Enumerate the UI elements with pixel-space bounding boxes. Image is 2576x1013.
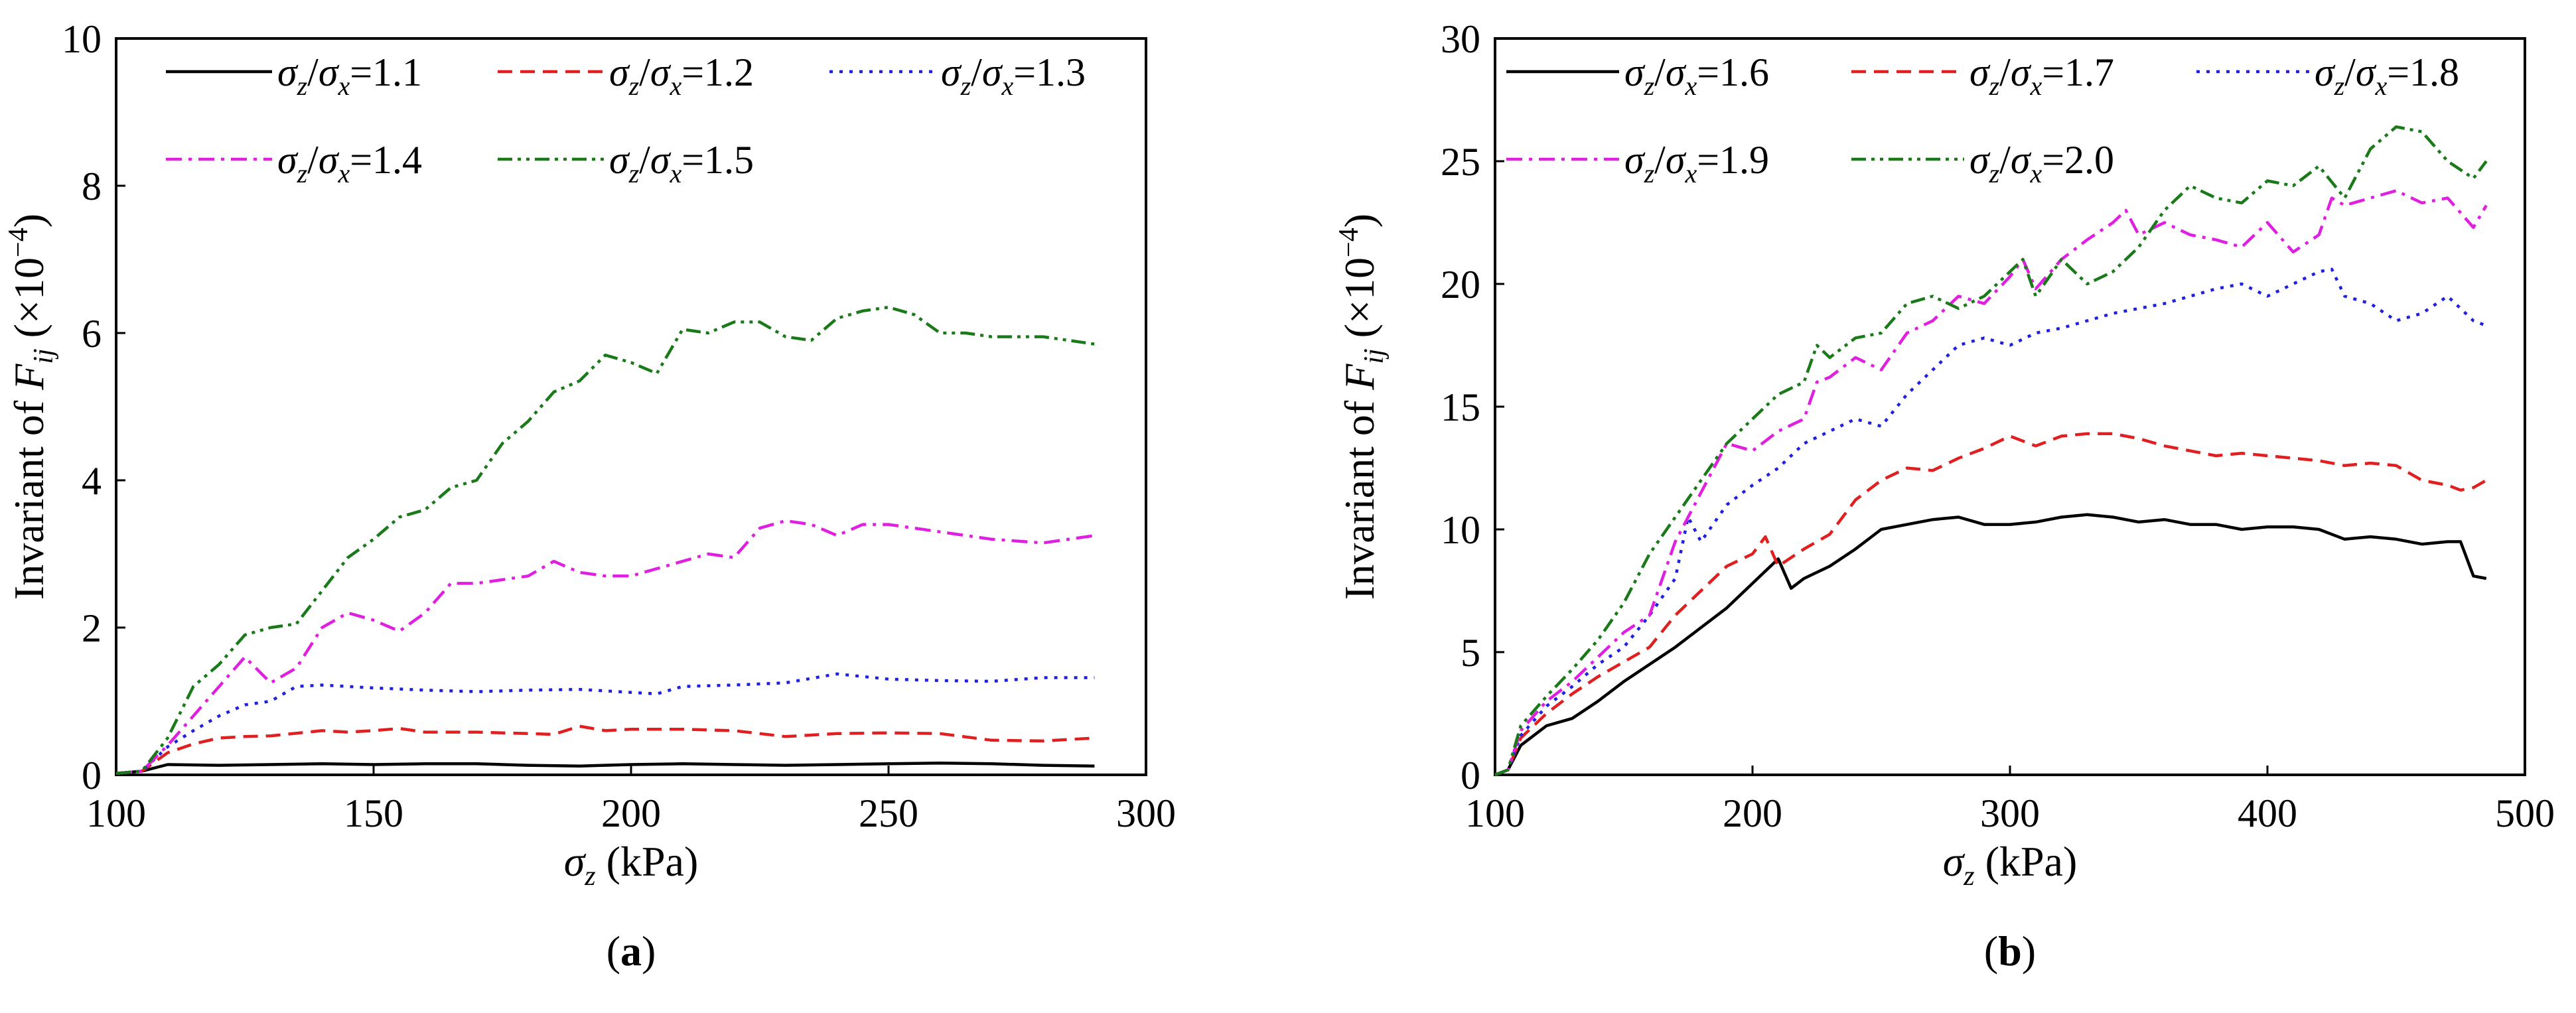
y-tick-label: 0 (82, 754, 102, 797)
panel-label: (a) (607, 927, 656, 975)
series-line-4 (1494, 189, 2488, 777)
x-tick-label: 100 (1465, 791, 1525, 835)
x-axis-title: σz (kPa) (1943, 838, 2078, 892)
x-tick-label: 250 (859, 791, 918, 835)
legend-label: σz/σx=1.3 (941, 50, 1086, 101)
series-line-4 (115, 519, 1095, 776)
y-axis-title: Invariant of Fij (×10−4) (1334, 214, 1390, 600)
legend-label: σz/σx=1.8 (2315, 50, 2459, 101)
legend: σz/σx=1.1 σz/σx=1.2 σz/σx=1.3 σz/σx=1.4 σz/σ… (166, 50, 1086, 188)
y-tick-label: 10 (1441, 508, 1480, 552)
legend-label: σz/σx=1.4 (277, 138, 422, 188)
panel-label: (b) (1984, 927, 2036, 975)
legend-item: σz/σx=1.3 (829, 50, 1086, 101)
series-line-3 (1494, 267, 2487, 777)
legend-item: σz/σx=1.6 (1506, 50, 1769, 101)
x-tick-label: 100 (86, 791, 146, 835)
y-axis-title: Invariant of Fij (×10−4) (3, 214, 59, 600)
legend-label: σz/σx=2.0 (1969, 138, 2114, 188)
y-tick-label: 2 (82, 606, 102, 650)
legend-item: σz/σx=2.0 (1851, 138, 2114, 188)
series-line-5 (115, 305, 1095, 776)
y-tick-label: 5 (1461, 631, 1480, 675)
y-tick-label: 4 (82, 459, 102, 503)
legend-label: σz/σx=1.5 (609, 138, 754, 188)
series-line-5 (1494, 125, 2488, 777)
legend-item: σz/σx=1.4 (166, 138, 422, 188)
legend-label: σz/σx=1.7 (1969, 50, 2114, 101)
y-tick-label: 6 (82, 312, 102, 356)
x-tick-label: 400 (2238, 791, 2297, 835)
legend-item: σz/σx=1.1 (166, 50, 422, 101)
series-line-2 (115, 724, 1095, 776)
panel-a: 100 150 200 250 300 0 2 4 6 8 10 σz/σx=1.1 σz/σx=1.2… (3, 17, 1176, 975)
legend-label: σz/σx=1.9 (1624, 138, 1769, 188)
y-tick-label: 30 (1441, 17, 1480, 61)
series-line-3 (115, 672, 1095, 776)
legend-label: σz/σx=1.2 (609, 50, 754, 101)
x-tick-label: 200 (1723, 791, 1782, 835)
legend-label: σz/σx=1.1 (277, 50, 422, 101)
series-line-1 (115, 761, 1095, 776)
series-line-1 (1494, 513, 2487, 777)
x-tick-label: 300 (1116, 791, 1176, 835)
y-tick-label: 10 (62, 17, 102, 61)
legend-item: σz/σx=1.8 (2196, 50, 2459, 101)
legend-item: σz/σx=1.5 (498, 138, 754, 188)
x-tick-label: 500 (2495, 791, 2555, 835)
y-tick-label: 0 (1461, 754, 1480, 797)
legend-label: σz/σx=1.6 (1624, 50, 1769, 101)
y-tick-label: 8 (82, 165, 102, 208)
legend-item: σz/σx=1.7 (1851, 50, 2114, 101)
x-tick-label: 200 (601, 791, 661, 835)
series-line-2 (1494, 432, 2487, 777)
legend-item: σz/σx=1.2 (498, 50, 754, 101)
y-tick-label: 25 (1441, 140, 1480, 184)
x-tick-label: 300 (1980, 791, 2040, 835)
y-tick-label: 15 (1441, 385, 1480, 429)
legend: σz/σx=1.6 σz/σx=1.7 σz/σx=1.8 σz/σx=1.9 σz/σ… (1506, 50, 2459, 188)
x-tick-label: 150 (344, 791, 403, 835)
legend-item: σz/σx=1.9 (1506, 138, 1769, 188)
y-tick-label: 20 (1441, 263, 1480, 306)
x-axis-title: σz (kPa) (564, 838, 699, 892)
plot-frame (115, 37, 1147, 776)
